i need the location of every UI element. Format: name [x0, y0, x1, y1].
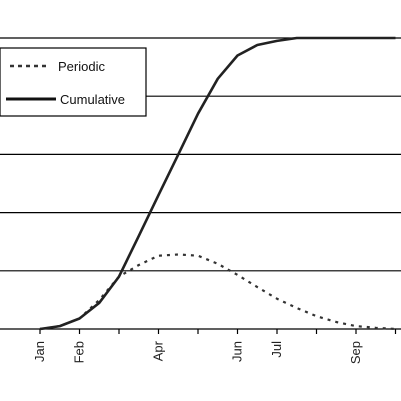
legend: Periodic Cumulative — [0, 47, 147, 117]
axes — [0, 328, 401, 334]
x-tick-label-jun: Jun — [230, 341, 245, 362]
legend-box — [0, 47, 147, 117]
x-tick-label-sep: Sep — [348, 341, 363, 364]
x-tick-labels: Jan Feb Apr Jun Jul Sep — [32, 340, 363, 364]
legend-label-periodic: Periodic — [58, 59, 105, 74]
series-line-cumulative — [39, 36, 396, 331]
series-line-periodic — [39, 253, 396, 331]
x-tick-label-jul: Jul — [269, 341, 284, 358]
x-tick-label-apr: Apr — [151, 340, 166, 361]
x-tick-label-feb: Feb — [72, 341, 87, 363]
x-tick-label-jan: Jan — [32, 341, 47, 362]
series-group — [39, 36, 396, 331]
legend-label-cumulative: Cumulative — [60, 92, 125, 107]
